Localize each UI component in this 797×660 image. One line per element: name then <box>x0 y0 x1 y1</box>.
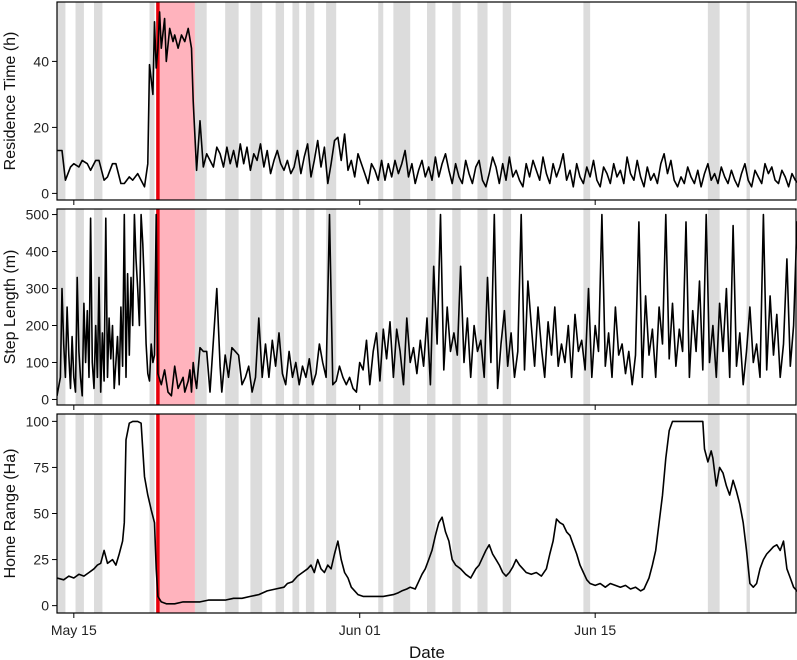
gray-band-4 <box>149 209 155 405</box>
gray-band-10 <box>305 2 315 200</box>
gray-band-2 <box>75 2 84 200</box>
x-axis-title: Date <box>409 643 445 660</box>
gray-band-19 <box>707 209 720 405</box>
gray-band-18 <box>583 209 591 405</box>
panel-frame <box>56 1 797 201</box>
series-line-1 <box>57 213 797 397</box>
gray-band-17 <box>502 414 512 613</box>
y-tick-label: 20 <box>33 119 49 135</box>
gray-band-6 <box>225 414 239 613</box>
gray-band-8 <box>275 209 285 405</box>
gray-band-9 <box>292 2 300 200</box>
gray-band-2 <box>75 414 84 613</box>
gray-band-12 <box>378 414 384 613</box>
y-axis-title: Step Length (m) <box>2 250 19 365</box>
gray-band-7 <box>250 414 263 613</box>
gray-band-12 <box>378 209 384 405</box>
gray-band-1 <box>57 2 66 200</box>
gray-band-10 <box>305 209 315 405</box>
y-tick-label: 200 <box>26 317 50 333</box>
gray-band-13 <box>393 414 411 613</box>
gray-band-3 <box>94 414 103 613</box>
gray-band-4 <box>149 2 155 200</box>
gray-band-1 <box>57 414 66 613</box>
gray-band-5 <box>194 414 207 613</box>
y-tick-label: 25 <box>33 552 49 568</box>
gray-band-17 <box>502 2 512 200</box>
gray-band-6 <box>225 209 239 405</box>
gray-band-9 <box>292 414 300 613</box>
gray-band-6 <box>225 2 239 200</box>
panel-3: 0 25 50 75 100 May 15 Jun 01 Jun 15 Home Range (… <box>2 413 797 638</box>
gray-band-3 <box>94 2 103 200</box>
gray-band-19 <box>707 414 720 613</box>
y-tick-label: 0 <box>41 185 49 201</box>
gray-band-5 <box>194 209 207 405</box>
y-tick-label: 100 <box>26 413 50 429</box>
x-tick-label: May 15 <box>51 622 97 638</box>
gray-band-9 <box>292 209 300 405</box>
gray-band-16 <box>477 209 488 405</box>
gray-band-15 <box>452 209 461 405</box>
gray-band-13 <box>393 2 411 200</box>
gray-band-20 <box>746 2 750 200</box>
panel-frame <box>56 208 797 406</box>
gray-band-11 <box>326 414 337 613</box>
gray-band-8 <box>275 2 285 200</box>
gray-band-18 <box>583 2 591 200</box>
y-tick-label: 400 <box>26 244 50 260</box>
gray-band-11 <box>326 2 337 200</box>
gray-band-20 <box>746 414 750 613</box>
gray-band-10 <box>305 414 315 613</box>
gray-band-17 <box>502 209 512 405</box>
y-tick-label: 75 <box>33 459 49 475</box>
y-axis-title: Residence Time (h) <box>2 32 19 171</box>
gray-band-13 <box>393 209 411 405</box>
gray-band-2 <box>75 209 84 405</box>
y-tick-label: 40 <box>33 53 49 69</box>
gray-band-8 <box>275 414 285 613</box>
x-tick-label: Jun 15 <box>574 622 616 638</box>
x-tick-label: Jun 01 <box>339 622 381 638</box>
gray-band-12 <box>378 2 384 200</box>
gray-band-19 <box>707 2 720 200</box>
y-tick-label: 50 <box>33 506 49 522</box>
gray-band-7 <box>250 209 263 405</box>
y-tick-label: 500 <box>26 207 50 223</box>
y-tick-label: 100 <box>26 354 50 370</box>
series-line-1 <box>57 420 797 605</box>
gray-band-15 <box>452 2 461 200</box>
series-line-1 <box>57 11 797 188</box>
event-band <box>159 414 195 613</box>
gray-band-16 <box>477 414 488 613</box>
y-tick-label: 300 <box>26 281 50 297</box>
y-tick-label: 0 <box>41 391 49 407</box>
gray-band-5 <box>194 2 207 200</box>
gray-band-14 <box>427 414 436 613</box>
gray-band-14 <box>427 209 436 405</box>
y-axis-title: Home Range (Ha) <box>2 449 19 579</box>
gray-band-15 <box>452 414 461 613</box>
y-tick-label: 0 <box>41 598 49 614</box>
gray-band-20 <box>746 209 750 405</box>
panel-1: 0 20 40 Residence Time (h) <box>2 1 797 205</box>
gray-band-18 <box>583 414 591 613</box>
gray-band-16 <box>477 2 488 200</box>
gray-band-14 <box>427 2 436 200</box>
panel-2: 0 100 200 300 400 500 Step Length (m) <box>2 207 797 410</box>
gray-band-7 <box>250 2 263 200</box>
